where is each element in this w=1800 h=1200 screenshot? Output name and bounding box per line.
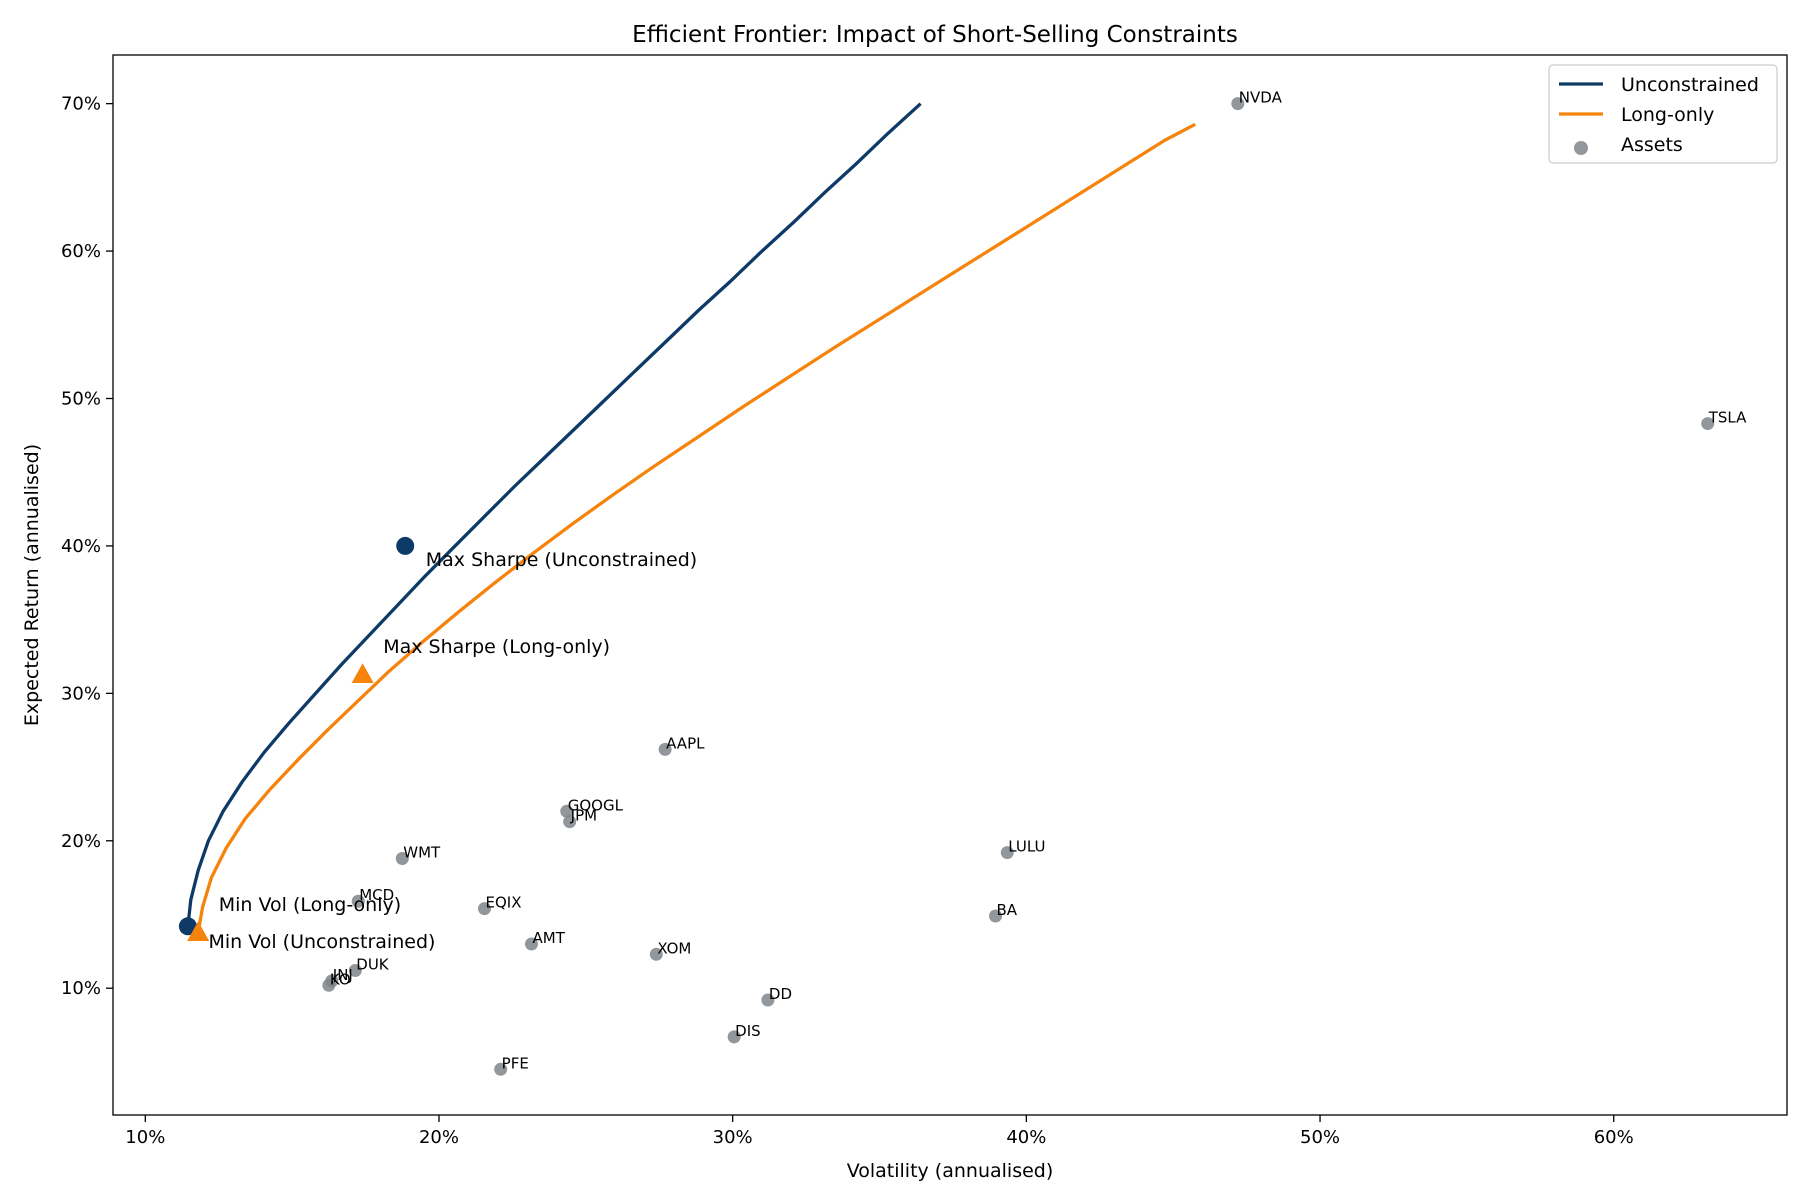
asset-point-ba	[989, 909, 1003, 923]
asset-label-eqix: EQIX	[486, 894, 522, 912]
legend-box	[1548, 64, 1778, 164]
asset-label-ba: BA	[997, 901, 1018, 919]
y-tick-label: 40%	[61, 536, 101, 557]
asset-point-jpm	[563, 815, 577, 829]
x-tick-label: 60%	[1594, 1127, 1634, 1148]
chart-title: Efficient Frontier: Impact of Short-Sell…	[632, 22, 1238, 48]
asset-point-duk	[348, 964, 362, 978]
asset-point-dis	[727, 1030, 741, 1044]
asset-label-amt: AMT	[533, 929, 566, 947]
x-tick-label: 20%	[419, 1127, 459, 1148]
plot-frame	[112, 54, 1788, 1116]
asset-point-googl	[560, 804, 574, 818]
asset-label-duk: DUK	[356, 956, 390, 974]
asset-point-xom	[649, 947, 663, 961]
y-tick-label: 60%	[61, 241, 101, 262]
asset-label-aapl: AAPL	[666, 734, 705, 752]
asset-point-aapl	[658, 742, 672, 756]
asset-point-nvda	[1231, 97, 1245, 111]
asset-label-jnj: JNJ	[332, 966, 353, 984]
y-tick-label: 10%	[61, 978, 101, 999]
y-tick-label: 50%	[61, 389, 101, 410]
frontier-line-long-only	[196, 122, 1196, 933]
annotation-max-sharpe-unconstrained: Max Sharpe (Unconstrained)	[426, 549, 697, 571]
x-tick-label: 40%	[1006, 1127, 1046, 1148]
asset-label-tsla: TSLA	[1708, 409, 1747, 427]
x-axis-label: Volatility (annualised)	[847, 1160, 1054, 1182]
asset-label-googl: GOOGL	[568, 796, 624, 814]
x-tick-label: 10%	[125, 1127, 165, 1148]
legend-label-long-only: Long-only	[1621, 104, 1714, 126]
asset-label-ko: KO	[330, 970, 351, 988]
asset-point-ko	[322, 978, 336, 992]
frontier-line-unconstrained	[186, 102, 922, 927]
annotation-max-sharpe-long-only: Max Sharpe (Long-only)	[383, 636, 610, 658]
marker-max-sharpe-unconstrained	[396, 536, 415, 555]
y-tick-label: 20%	[61, 831, 101, 852]
special-portfolios: Max Sharpe (Unconstrained) Max Sharpe (Lo…	[178, 536, 697, 953]
y-tick-label: 70%	[61, 94, 101, 115]
asset-label-pfe: PFE	[502, 1054, 529, 1072]
asset-point-mcd	[351, 894, 365, 908]
asset-label-jpm: JPM	[570, 807, 597, 825]
asset-point-tsla	[1701, 417, 1715, 431]
asset-point-amt	[525, 937, 538, 951]
annotation-min-vol-long-only: Min Vol (Long-only)	[219, 894, 401, 916]
x-axis: 10% 20% 30% 40% 50% 60%	[125, 1115, 1634, 1148]
asset-label-dis: DIS	[735, 1022, 761, 1040]
marker-min-vol-unconstrained	[178, 917, 197, 936]
asset-point-lulu	[1000, 846, 1014, 860]
asset-label-wmt: WMT	[403, 843, 441, 861]
asset-label-mcd: MCD	[359, 886, 394, 904]
y-axis: 10% 20% 30% 40% 50% 60% 70%	[61, 94, 113, 999]
asset-label-xom: XOM	[657, 939, 691, 957]
legend-swatch-assets	[1574, 141, 1588, 155]
legend: Unconstrained Long-only Assets	[1548, 64, 1778, 164]
annotation-min-vol-unconstrained: Min Vol (Unconstrained)	[208, 931, 435, 953]
y-tick-label: 30%	[61, 683, 101, 704]
asset-point-pfe	[494, 1062, 508, 1076]
asset-point-wmt	[395, 851, 409, 865]
marker-min-vol-long-only	[187, 921, 210, 941]
y-axis-label: Expected Return (annualised)	[21, 444, 43, 726]
legend-label-unconstrained: Unconstrained	[1621, 74, 1759, 96]
marker-max-sharpe-long-only	[351, 663, 374, 683]
asset-label-nvda: NVDA	[1239, 89, 1283, 107]
asset-point-eqix	[478, 902, 492, 916]
asset-point-dd	[761, 993, 775, 1007]
x-tick-label: 30%	[713, 1127, 753, 1148]
legend-label-assets: Assets	[1621, 134, 1683, 156]
x-tick-label: 50%	[1300, 1127, 1340, 1148]
asset-label-dd: DD	[769, 985, 792, 1003]
asset-label-lulu: LULU	[1008, 838, 1045, 856]
